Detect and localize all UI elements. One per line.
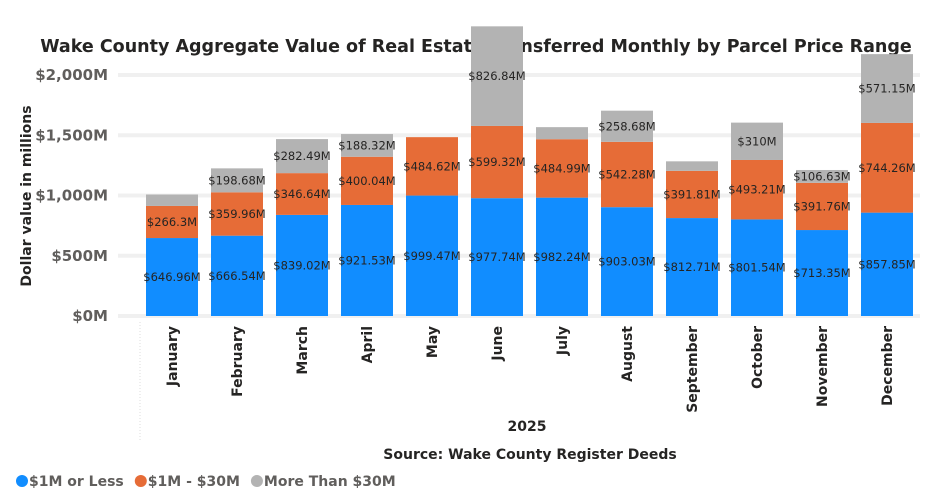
x-tick-label: July — [555, 326, 571, 356]
x-tick-label: October — [750, 326, 766, 389]
bar-segment — [601, 110, 653, 142]
data-label: $188.32M — [338, 138, 395, 152]
bar-segment — [796, 230, 848, 316]
data-label: $266.3M — [147, 215, 197, 229]
bar-segment — [861, 122, 913, 213]
legend: $1M or Less $1M - $30M More Than $30M — [16, 474, 396, 490]
data-label: $801.54M — [728, 261, 785, 275]
bar-segment — [601, 207, 653, 316]
source-note: Source: Wake County Register Deeds — [383, 447, 676, 463]
bar-segment — [146, 194, 198, 206]
data-label: $391.76M — [793, 199, 850, 213]
data-label: $484.99M — [533, 161, 590, 175]
x-tick-label: December — [880, 326, 896, 406]
data-label: $977.74M — [468, 250, 525, 264]
data-label: $106.63M — [793, 169, 850, 183]
bar-segment — [666, 170, 718, 219]
data-label: $493.21M — [728, 183, 785, 197]
bar-segment — [796, 182, 848, 231]
bar-segment — [276, 173, 328, 215]
y-tick-label: $0M — [72, 307, 108, 325]
bar-segment — [471, 26, 523, 126]
x-tick-label: April — [360, 326, 376, 363]
data-label: $391.81M — [663, 187, 720, 201]
y-tick-label: $1,000M — [35, 187, 108, 205]
legend-marker — [16, 475, 28, 487]
data-label: $666.54M — [208, 269, 265, 283]
bar-segment — [536, 127, 588, 140]
data-label: $359.96M — [208, 207, 265, 221]
legend-marker — [134, 475, 147, 487]
y-tick-label: $500M — [51, 247, 108, 265]
bar-segment — [276, 214, 328, 316]
bar-segment — [146, 205, 198, 239]
x-tick-label: May — [425, 326, 441, 358]
y-axis-title: Dollar value in millions — [19, 105, 35, 286]
data-label: $744.26M — [858, 161, 915, 175]
bar-segment — [601, 141, 653, 208]
bar-segment — [406, 137, 458, 196]
bar-segment — [211, 235, 263, 316]
data-label: $982.24M — [533, 250, 590, 264]
bar-segment — [276, 139, 328, 174]
bar-segment — [536, 197, 588, 316]
x-tick-label: February — [230, 326, 246, 397]
bar-segment — [861, 54, 913, 123]
data-label: $903.03M — [598, 255, 655, 269]
bar-segment — [211, 192, 263, 236]
legend-item[interactable]: $1M or Less — [29, 474, 124, 490]
bar-segment — [731, 159, 783, 220]
data-label: $571.15M — [858, 82, 915, 96]
bar-segment — [861, 212, 913, 316]
data-label: $310M — [737, 134, 776, 148]
data-label: $646.96M — [143, 270, 200, 284]
data-label: $839.02M — [273, 258, 330, 272]
x-tick-label: November — [815, 326, 831, 407]
data-label: $400.04M — [338, 174, 395, 188]
bar-segment — [341, 156, 393, 205]
x-tick-label: June — [490, 326, 506, 362]
bar-segment — [796, 169, 848, 183]
y-tick-label: $1,500M — [35, 126, 108, 144]
bar-segment — [536, 139, 588, 198]
data-label: $198.68M — [208, 173, 265, 187]
data-label: $812.71M — [663, 260, 720, 274]
data-label: $258.68M — [598, 119, 655, 133]
x-tick-label: January — [165, 326, 181, 387]
legend-item[interactable]: More Than $30M — [264, 474, 396, 490]
bar-segment — [666, 218, 718, 316]
bar-segment — [666, 161, 718, 171]
data-label: $857.85M — [858, 257, 915, 271]
data-label: $999.47M — [403, 249, 460, 263]
bar-segment — [731, 122, 783, 160]
x-axis-title: 2025 — [508, 419, 547, 435]
bar-segment — [471, 125, 523, 199]
y-tick-label: $2,000M — [35, 66, 108, 84]
data-label: $542.28M — [598, 168, 655, 182]
x-tick-label: August — [620, 326, 636, 382]
legend-item[interactable]: $1M - $30M — [148, 474, 240, 490]
data-label: $826.84M — [468, 69, 525, 83]
data-label: $713.35M — [793, 266, 850, 280]
data-label: $921.53M — [338, 253, 395, 267]
bar-segment — [731, 219, 783, 316]
x-tick-label: March — [295, 326, 311, 375]
bar-segment — [211, 168, 263, 193]
bar-segment — [341, 134, 393, 157]
bar-segment — [341, 204, 393, 316]
bar-segment — [406, 195, 458, 316]
data-label: $484.62M — [403, 159, 460, 173]
data-label: $599.32M — [468, 155, 525, 169]
legend-marker — [250, 475, 263, 487]
bar-segment — [471, 198, 523, 316]
x-tick-label: September — [685, 326, 701, 413]
data-label: $346.64M — [273, 187, 330, 201]
data-label: $282.49M — [273, 149, 330, 163]
bar-segment — [146, 238, 198, 316]
